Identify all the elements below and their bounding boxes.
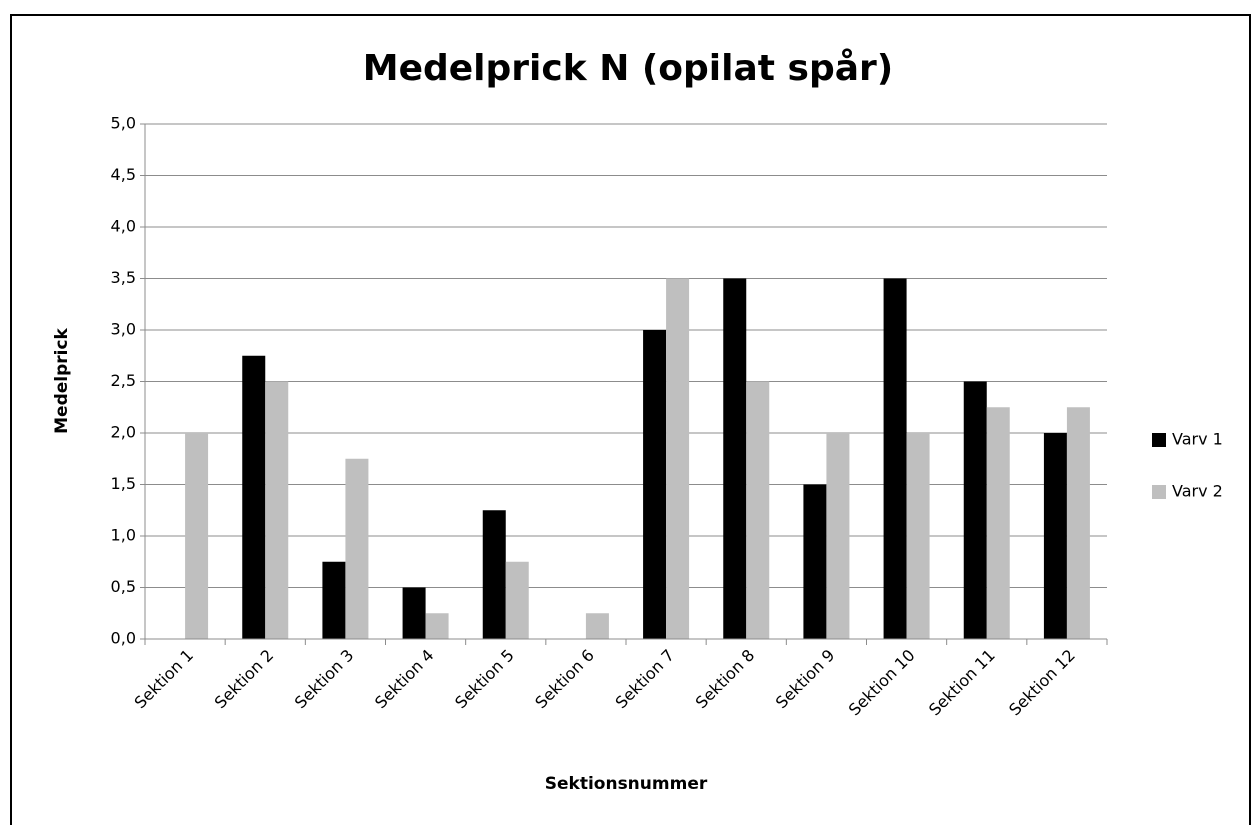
bar xyxy=(803,484,827,639)
bar xyxy=(723,278,747,639)
bar xyxy=(402,587,426,639)
y-tick-label: 3,0 xyxy=(111,320,136,339)
y-tick-label: 0,0 xyxy=(111,629,136,648)
bar xyxy=(505,561,529,639)
bar xyxy=(826,433,850,639)
bar xyxy=(666,278,690,639)
chart-title: Medelprick N (opilat spår) xyxy=(363,48,893,89)
bar xyxy=(482,510,506,639)
bar xyxy=(906,433,930,639)
y-tick-label: 2,0 xyxy=(111,423,136,442)
y-tick-label: 5,0 xyxy=(111,114,136,133)
bar xyxy=(425,613,449,639)
bar xyxy=(1066,407,1090,639)
y-tick-label: 4,5 xyxy=(111,165,136,184)
bar xyxy=(883,278,907,639)
y-axis-title: Medelprick xyxy=(52,327,72,433)
bar xyxy=(643,330,667,639)
bar xyxy=(345,458,369,639)
y-tick-label: 1,0 xyxy=(111,526,136,545)
legend-label: Varv 1 xyxy=(1172,430,1223,449)
bar xyxy=(265,381,289,639)
bar xyxy=(322,561,346,639)
y-tick-label: 2,5 xyxy=(111,371,136,390)
bar xyxy=(746,381,770,639)
y-tick-label: 1,5 xyxy=(111,474,136,493)
chart-frame xyxy=(10,14,1251,825)
bar xyxy=(585,613,609,639)
bar xyxy=(963,381,987,639)
legend-swatch xyxy=(1152,485,1166,499)
legend-swatch xyxy=(1152,433,1166,447)
legend-label: Varv 2 xyxy=(1172,482,1223,501)
bar xyxy=(1043,433,1067,639)
y-tick-label: 3,5 xyxy=(111,268,136,287)
y-tick-label: 0,5 xyxy=(111,577,136,596)
y-tick-label: 4,0 xyxy=(111,217,136,236)
x-axis-title: Sektionsnummer xyxy=(545,774,708,794)
bar xyxy=(242,355,266,639)
bar xyxy=(986,407,1010,639)
bar xyxy=(185,433,209,639)
